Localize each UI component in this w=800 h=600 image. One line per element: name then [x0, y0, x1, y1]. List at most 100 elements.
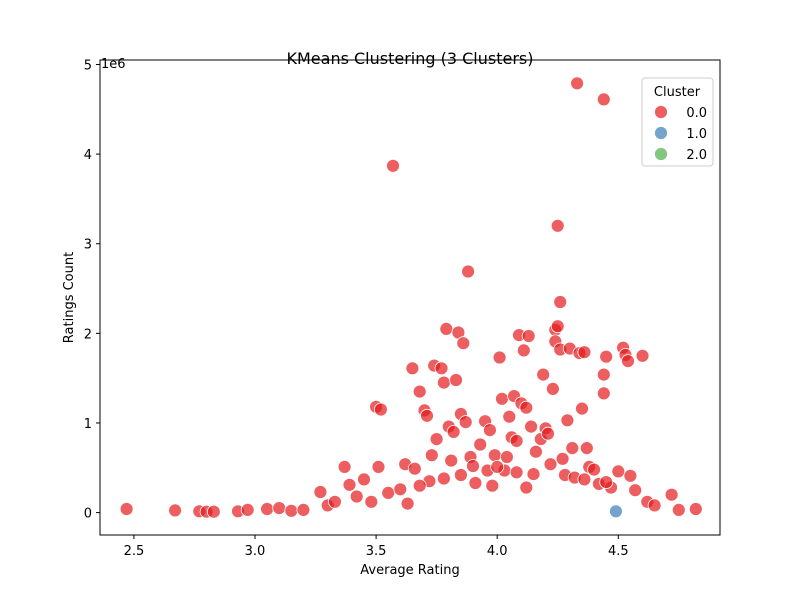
data-point — [647, 498, 662, 513]
data-point — [260, 502, 275, 516]
y-tick-label: 5 — [84, 58, 92, 73]
data-point — [550, 218, 565, 233]
data-point — [429, 432, 444, 447]
data-point — [579, 441, 594, 456]
data-point — [400, 496, 415, 511]
x-tick-label: 2.5 — [124, 544, 145, 559]
data-point — [623, 468, 638, 483]
data-point — [499, 450, 514, 464]
data-point — [596, 92, 611, 107]
data-point — [420, 408, 434, 423]
data-point — [284, 503, 299, 518]
data-point — [381, 485, 396, 500]
chart-title: KMeans Clustering (3 Clusters) — [287, 49, 534, 68]
data-point — [412, 478, 427, 493]
data-point — [444, 453, 459, 468]
data-point — [393, 482, 408, 497]
data-point — [119, 502, 134, 516]
data-point — [434, 361, 449, 376]
data-point — [412, 384, 427, 399]
data-point — [296, 502, 311, 517]
x-tick-label: 4.5 — [608, 544, 629, 559]
data-point — [628, 483, 643, 498]
data-point — [596, 386, 611, 401]
legend-marker — [654, 105, 668, 119]
data-point — [509, 465, 524, 480]
data-point — [206, 504, 221, 519]
data-point — [482, 423, 497, 438]
data-point — [349, 489, 364, 504]
data-point — [168, 503, 183, 518]
y-tick-label: 0 — [84, 507, 92, 522]
data-point — [611, 464, 626, 479]
data-point — [240, 502, 255, 517]
x-axis-title: Average Rating — [360, 563, 459, 578]
data-point — [570, 76, 584, 91]
data-points — [119, 76, 703, 519]
legend: Cluster 0.0 1.0 2.0 — [641, 77, 714, 167]
data-point — [635, 348, 650, 363]
data-point — [490, 459, 505, 474]
data-point — [446, 424, 461, 439]
data-point — [487, 448, 502, 463]
data-point — [621, 354, 635, 369]
data-point — [575, 401, 589, 416]
legend-label: 2.0 — [686, 148, 707, 163]
plot-area-frame — [99, 59, 721, 536]
data-point — [453, 468, 468, 482]
y-tick-label: 2 — [84, 327, 92, 342]
data-point — [342, 477, 357, 492]
data-point — [424, 448, 439, 463]
data-point — [439, 321, 454, 336]
data-point — [509, 433, 524, 448]
data-point — [313, 485, 328, 499]
legend-marker — [654, 126, 668, 140]
data-point — [405, 361, 420, 376]
data-point — [364, 494, 379, 509]
data-point — [468, 476, 483, 490]
x-tick-label: 3.5 — [366, 544, 387, 559]
data-point — [371, 459, 386, 474]
data-point — [560, 413, 575, 428]
x-tick-label: 4.0 — [487, 544, 508, 559]
data-point — [461, 264, 476, 279]
data-point — [519, 480, 534, 495]
data-point — [521, 329, 536, 343]
data-point — [536, 367, 551, 382]
y-axis-title: Ratings Count — [62, 252, 77, 343]
data-point — [492, 350, 507, 365]
data-point — [357, 472, 371, 487]
data-point — [327, 494, 342, 509]
y-axis-scale-label: 1e6 — [101, 57, 126, 72]
data-point — [599, 475, 614, 490]
data-point — [526, 467, 541, 482]
data-point — [688, 502, 703, 516]
data-point — [337, 459, 352, 474]
data-point — [495, 391, 509, 406]
data-point — [577, 345, 592, 360]
data-point — [565, 441, 580, 456]
data-point — [458, 415, 473, 430]
legend-marker — [654, 147, 668, 161]
y-tick-label: 1 — [84, 417, 92, 432]
data-point — [436, 375, 451, 390]
y-tick-label: 4 — [84, 148, 92, 163]
legend-entries: 0.0 1.0 2.0 — [654, 105, 707, 163]
data-point — [456, 336, 471, 351]
data-point — [596, 367, 611, 382]
data-point — [543, 457, 558, 472]
data-point — [436, 471, 451, 486]
data-point — [407, 461, 422, 476]
data-point — [516, 343, 531, 358]
data-point — [553, 295, 568, 309]
data-point — [664, 487, 679, 502]
legend-title: Cluster — [654, 85, 701, 100]
data-point — [466, 459, 480, 473]
data-point — [529, 444, 543, 459]
data-point — [541, 426, 555, 441]
data-point — [546, 381, 560, 396]
data-point — [577, 472, 592, 487]
data-point — [386, 158, 400, 173]
y-tick-label: 3 — [84, 238, 92, 253]
